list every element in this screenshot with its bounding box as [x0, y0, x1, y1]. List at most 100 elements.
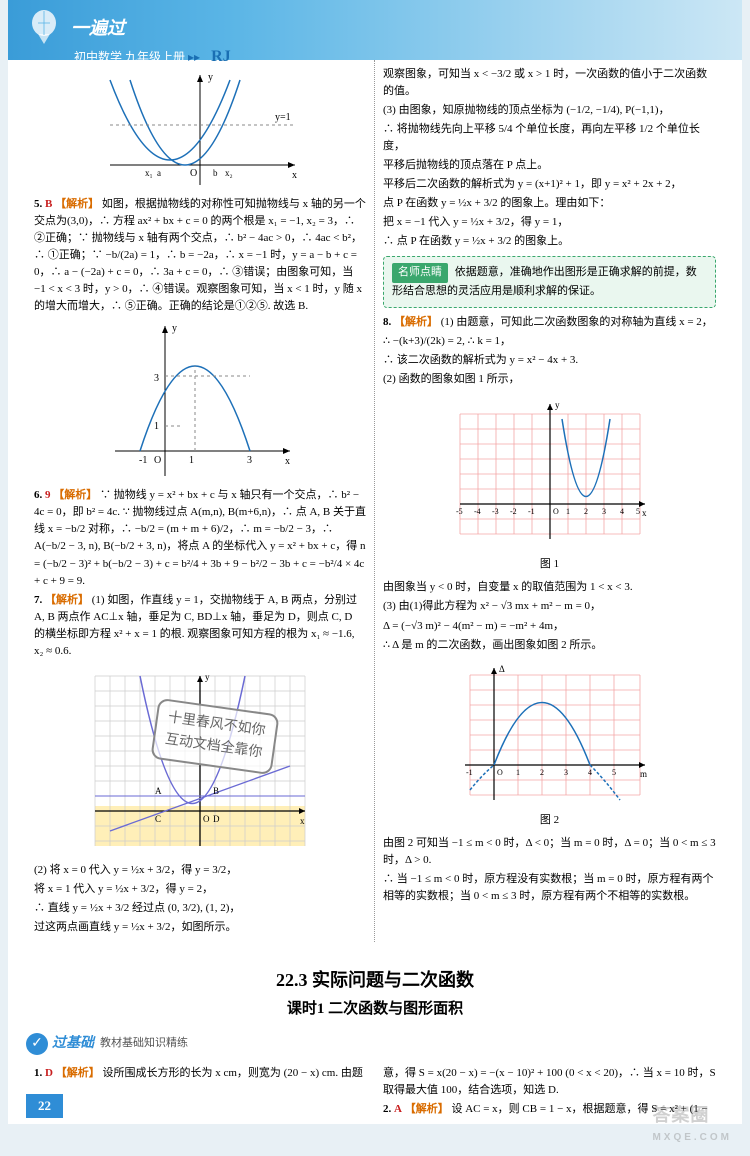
- q6-num: 6.: [34, 489, 42, 501]
- r-p10: (3) 由(1)得此方程为 x² − √3 mx + m² − m = 0，: [383, 598, 716, 615]
- svg-text:B: B: [213, 786, 219, 796]
- r-p6: 点 P 在函数 y = ½x + 3/2 的图象上。理由如下：: [383, 195, 716, 212]
- tip-title: 名师点睛: [392, 263, 448, 283]
- q5-para: 5. B 【解析】 如图，根据抛物线的对称性可知抛物线与 x 轴的另一个交点为(…: [34, 196, 366, 315]
- r-p3: ∴ 将抛物线先向上平移 5/4 个单位长度，再向左平移 1/2 个单位长度，: [383, 121, 716, 155]
- svg-text:y: y: [172, 323, 177, 334]
- svg-text:1: 1: [566, 507, 570, 516]
- q5-text: 如图，根据抛物线的对称性可知抛物线与 x 轴的另一个交点为(3,0)，∴ 方程 …: [34, 198, 366, 312]
- q6-tag: 【解析】: [53, 489, 97, 501]
- svg-text:y: y: [555, 400, 560, 410]
- page-header: 一遍过 初中数学 九年级上册 ▸▸ RJ: [8, 0, 742, 60]
- q7-num: 7.: [34, 594, 42, 606]
- svg-text:O: O: [553, 507, 559, 516]
- watermark-main: 答案圈: [652, 1105, 709, 1125]
- r-p13: 由图 2 可知当 −1 ≤ m < 0 时，Δ < 0；当 m = 0 时，Δ …: [383, 835, 716, 869]
- q8-num: 8.: [383, 316, 391, 328]
- sub-desc: 教材基础知识精练: [100, 1035, 188, 1053]
- bq1-num: 1.: [34, 1067, 42, 1079]
- svg-text:3: 3: [602, 507, 606, 516]
- svg-text:3: 3: [154, 373, 159, 384]
- svg-text:y: y: [205, 672, 210, 682]
- figure-graph2: m Δ -1 O 12 34 5 图 2: [383, 660, 716, 830]
- r-p4: 平移后抛物线的顶点落在 P 点上。: [383, 157, 716, 174]
- svg-text:O: O: [497, 768, 503, 777]
- svg-text:2: 2: [540, 768, 544, 777]
- q8-l4: (2) 函数的图象如图 1 所示，: [383, 371, 716, 388]
- q5-num: 5.: [34, 198, 42, 210]
- section-title: 22.3 实际问题与二次函数: [8, 966, 742, 995]
- q8-l3: ∴ 该二次函数的解析式为 y = x² − 4x + 3.: [383, 352, 716, 369]
- q8-para: 8. 【解析】 (1) 由题意，可知此二次函数图象的对称轴为直线 x = 2，: [383, 314, 716, 331]
- svg-text:x: x: [300, 816, 305, 826]
- svg-text:-2: -2: [510, 507, 517, 516]
- svg-text:1: 1: [516, 768, 520, 777]
- header-subject: 初中数学 九年级上册 ▸▸ RJ: [74, 44, 726, 70]
- bq1-text: 设所围成长方形的长为 x cm，则宽为 (20 − x) cm. 由题: [102, 1067, 362, 1079]
- bq1-ans: D: [45, 1067, 53, 1079]
- q6-text: ∵ 抛物线 y = x² + bx + c 与 x 轴只有一个交点，∴ b² −…: [34, 489, 366, 586]
- bq1-tag: 【解析】: [56, 1067, 100, 1079]
- svg-text:1: 1: [189, 455, 194, 466]
- svg-text:-1: -1: [139, 455, 147, 466]
- watermark-sub: MXQE.COM: [652, 1130, 732, 1146]
- svg-text:5: 5: [612, 768, 616, 777]
- q8-l2: ∴ −(k+3)/(2k) = 2, ∴ k = 1，: [383, 333, 716, 350]
- r-p2: (3) 由图象，知原抛物线的顶点坐标为 (−1/2, −1/4), P(−1,1…: [383, 102, 716, 119]
- svg-text:C: C: [155, 814, 161, 824]
- edition-text: RJ: [211, 48, 231, 65]
- fig2-caption: 图 2: [383, 812, 716, 830]
- svg-text:-1: -1: [466, 768, 473, 777]
- svg-text:-4: -4: [474, 507, 481, 516]
- svg-text:a: a: [157, 168, 161, 178]
- figure-graph1: x y -5-4 -3-2 -1O 12 34 5 图 1: [383, 394, 716, 574]
- q5-ans: B: [45, 198, 52, 210]
- svg-text:O: O: [154, 455, 161, 466]
- svg-text:D: D: [213, 814, 220, 824]
- figure-parabola-hline: x y O y=1 x₁ a b x₂: [34, 70, 366, 190]
- page-number: 22: [26, 1094, 63, 1119]
- svg-text:4: 4: [620, 507, 624, 516]
- bottom-left: 1. D 【解析】 设所围成长方形的长为 x cm，则宽为 (20 − x) c…: [26, 1059, 375, 1124]
- svg-text:5: 5: [636, 507, 640, 516]
- q7b-l3: 过这两点画直线 y = ½x + 3/2，如图所示。: [34, 919, 366, 936]
- left-column: x y O y=1 x₁ a b x₂ 5. B 【解析】 如图，根据抛物线的对…: [26, 60, 375, 942]
- figure-grid-plot: x y O A B C D 十里春风不如你 互动文档全靠你: [34, 666, 366, 856]
- r-p11: Δ = (−√3 m)² − 4(m² − m) = −m² + 4m，: [383, 618, 716, 635]
- r-p12: ∴ Δ 是 m 的二次函数，画出图象如图 2 所示。: [383, 637, 716, 654]
- svg-text:x: x: [642, 508, 647, 518]
- sub-label: 过基础: [52, 1033, 94, 1055]
- q7-para: 7. 【解析】 (1) 如图，作直线 y = 1，交抛物线于 A, B 两点，分…: [34, 592, 366, 660]
- bq2-num: 2.: [383, 1103, 391, 1115]
- svg-text:y: y: [208, 72, 213, 83]
- figure-parabola-down: x y O -1 1 3 1 3: [34, 321, 366, 481]
- svg-text:4: 4: [588, 768, 592, 777]
- bq2-ans: A: [394, 1103, 402, 1115]
- svg-text:O: O: [190, 168, 197, 179]
- right-column: 观察图象，可知当 x < −3/2 或 x > 1 时，一次函数的值小于二次函数…: [375, 60, 724, 942]
- svg-text:-3: -3: [492, 507, 499, 516]
- r-p1: 观察图象，可知当 x < −3/2 或 x > 1 时，一次函数的值小于二次函数…: [383, 66, 716, 100]
- svg-text:O: O: [203, 814, 210, 824]
- fig1-caption: 图 1: [383, 556, 716, 574]
- watermark: 答案圈 MXQE.COM: [652, 1101, 732, 1146]
- bq1r: 意，得 S = x(20 − x) = −(x − 10)² + 100 (0 …: [383, 1065, 716, 1099]
- svg-text:-5: -5: [456, 507, 463, 516]
- r-p5: 平移后二次函数的解析式为 y = (x+1)² + 1，即 y = x² + 2…: [383, 176, 716, 193]
- q7b-l1: 将 x = 1 代入 y = ½x + 3/2，得 y = 2，: [34, 881, 366, 898]
- svg-text:Δ: Δ: [499, 664, 505, 674]
- balloon-icon: [24, 8, 64, 48]
- subject-text: 初中数学 九年级上册: [74, 50, 185, 64]
- bq1: 1. D 【解析】 设所围成长方形的长为 x cm，则宽为 (20 − x) c…: [34, 1065, 367, 1082]
- brand-title: 一遍过: [71, 14, 125, 43]
- r-p7: 把 x = −1 代入 y = ½x + 3/2，得 y = 1，: [383, 214, 716, 231]
- r-p9: 由图象当 y < 0 时，自变量 x 的取值范围为 1 < x < 3.: [383, 579, 716, 596]
- lesson-title: 课时1 二次函数与图形面积: [8, 997, 742, 1021]
- svg-text:b: b: [213, 168, 218, 178]
- svg-text:x₂: x₂: [225, 168, 233, 178]
- q6-ans: 9: [45, 489, 51, 501]
- svg-text:y=1: y=1: [275, 112, 291, 123]
- r-p14: ∴ 当 −1 ≤ m < 0 时，原方程没有实数根；当 m = 0 时，原方程有…: [383, 871, 716, 905]
- q5-tag: 【解析】: [55, 198, 99, 210]
- q6-para: 6. 9 【解析】 ∵ 抛物线 y = x² + bx + c 与 x 轴只有一…: [34, 487, 366, 589]
